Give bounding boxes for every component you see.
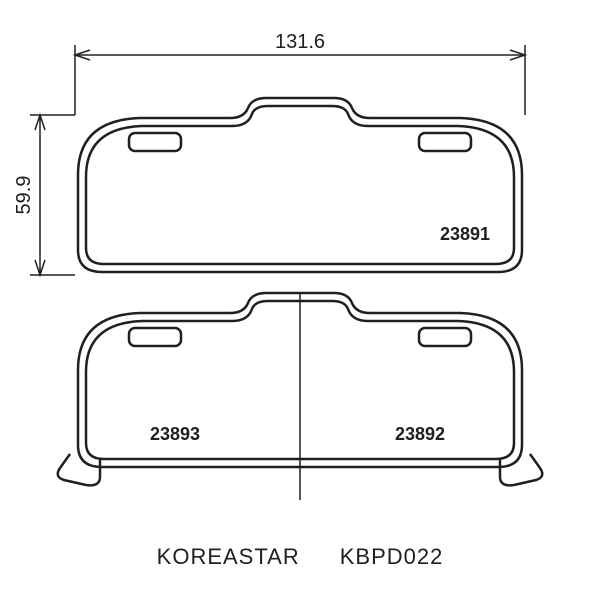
pad-top xyxy=(78,98,522,272)
height-dimension xyxy=(30,115,75,275)
technical-drawing: 131.6 59.9 23891 xyxy=(0,0,600,520)
drawing-container: 131.6 59.9 23891 xyxy=(0,0,600,600)
model-label: KBPD022 xyxy=(340,544,444,570)
pad-bottom-right-partnum: 23892 xyxy=(395,424,445,444)
width-dimension xyxy=(75,45,525,115)
footer: KOREASTAR KBPD022 xyxy=(0,544,600,570)
height-value: 59.9 xyxy=(13,176,35,215)
wear-clip-right xyxy=(500,454,542,485)
brand-label: KOREASTAR xyxy=(157,544,300,570)
pad-bottom-left-partnum: 23893 xyxy=(150,424,200,444)
width-value: 131.6 xyxy=(275,31,325,53)
pad-top-partnum: 23891 xyxy=(440,224,490,244)
wear-clip-left xyxy=(58,454,100,485)
